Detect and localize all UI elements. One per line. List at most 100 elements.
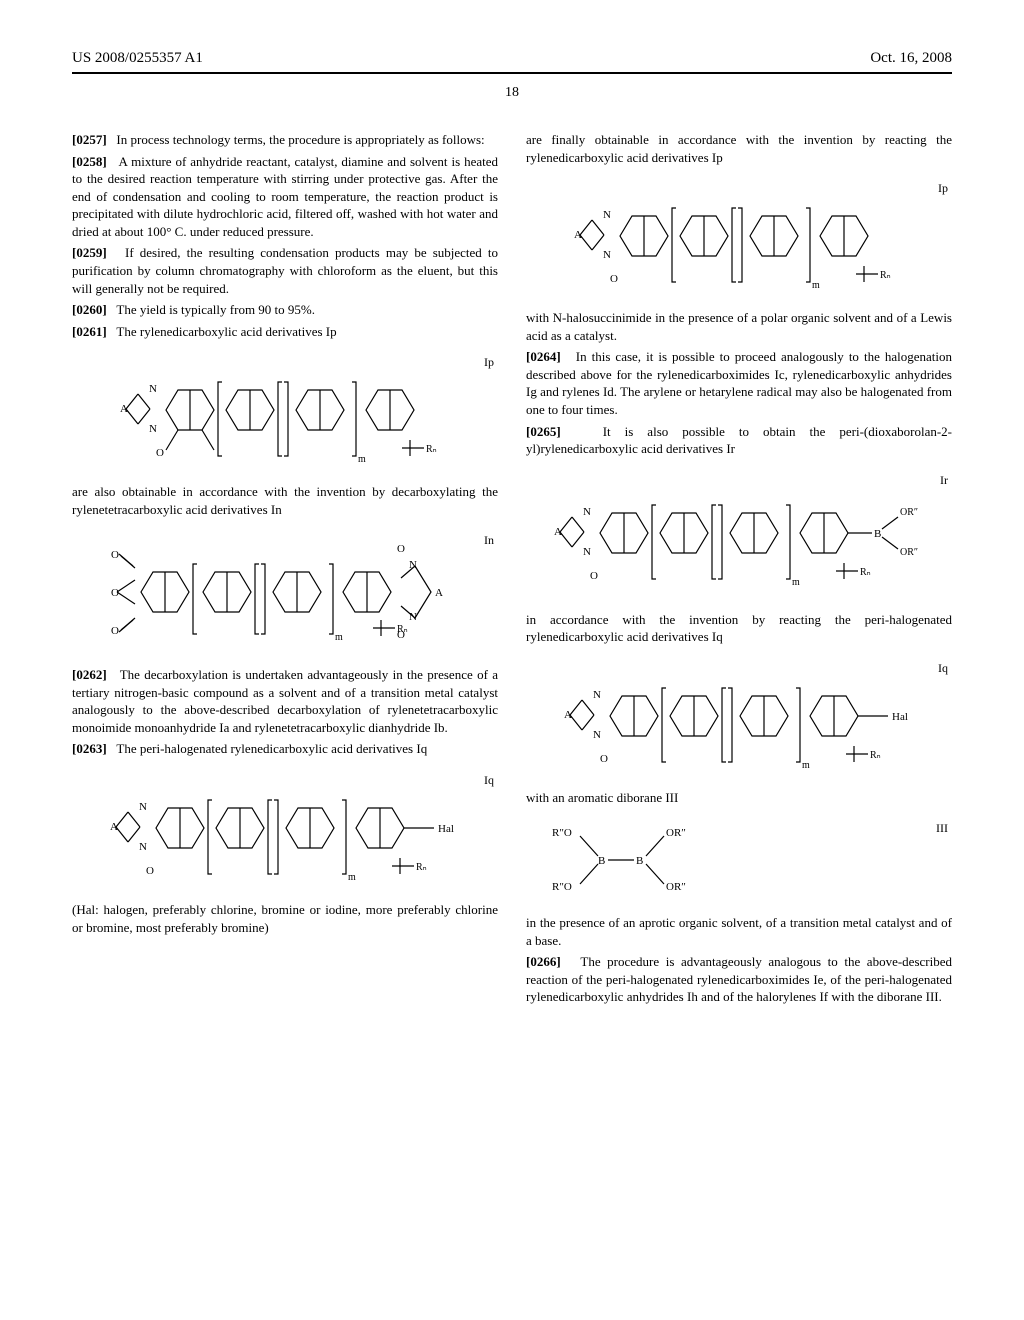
chem-diagram-icon: N N A O m — [564, 660, 914, 775]
para-num: [0261] — [72, 324, 107, 339]
chem-structure-In: In O O O — [72, 532, 498, 652]
svg-text:N: N — [593, 729, 601, 741]
right-column: are finally obtainable in accordance wit… — [526, 131, 952, 1010]
chem-structure-Iq-right: Iq N N A O — [526, 660, 952, 775]
svg-text:OR″: OR″ — [900, 547, 918, 558]
svg-text:O: O — [590, 570, 598, 582]
svg-text:A: A — [574, 229, 582, 241]
svg-text:Rₙ: Rₙ — [416, 862, 427, 873]
para-num: [0258] — [72, 154, 107, 169]
para-0263: [0263] The peri-halogenated rylenedicarb… — [72, 740, 498, 758]
svg-text:O: O — [146, 865, 154, 877]
para-0261: [0261] The rylenedicarboxylic acid deriv… — [72, 323, 498, 341]
para-after-Iq-right: with an aromatic diborane III — [526, 789, 952, 807]
svg-text:m: m — [792, 577, 800, 588]
svg-text:R″O: R″O — [552, 827, 572, 839]
publication-number: US 2008/0255357 A1 — [72, 48, 203, 68]
chem-structure-III: III R″O R″O B B OR″ OR″ — [526, 820, 952, 900]
publication-date: Oct. 16, 2008 — [870, 48, 952, 68]
para-text: The rylenedicarboxylic acid derivatives … — [116, 324, 336, 339]
svg-text:N: N — [149, 423, 157, 435]
svg-text:Hal: Hal — [438, 823, 454, 835]
svg-text:B: B — [598, 855, 605, 867]
svg-text:A: A — [554, 526, 562, 538]
svg-text:Rₙ: Rₙ — [860, 567, 871, 578]
chem-label: Ir — [940, 472, 948, 488]
header-divider — [72, 72, 952, 74]
svg-text:N: N — [409, 559, 417, 571]
svg-text:m: m — [802, 760, 810, 771]
svg-text:m: m — [812, 280, 820, 291]
svg-text:N: N — [593, 689, 601, 701]
svg-text:OR″: OR″ — [666, 881, 686, 893]
chem-diagram-icon: N N A O m — [554, 472, 924, 597]
para-text: The decarboxylation is undertaken advant… — [72, 667, 498, 735]
para-after-III: in the presence of an aprotic organic so… — [526, 914, 952, 949]
para-num: [0263] — [72, 741, 107, 756]
svg-text:Rₙ: Rₙ — [426, 444, 437, 455]
para-num: [0266] — [526, 954, 561, 969]
page-header: US 2008/0255357 A1 Oct. 16, 2008 — [72, 48, 952, 68]
svg-text:O: O — [156, 447, 164, 459]
svg-text:m: m — [335, 632, 343, 643]
chem-label: In — [484, 532, 494, 548]
para-after-Ip-right: with N-halosuccinimide in the presence o… — [526, 309, 952, 344]
svg-text:B: B — [636, 855, 643, 867]
svg-text:m: m — [348, 872, 356, 883]
svg-text:N: N — [149, 383, 157, 395]
svg-text:N: N — [603, 209, 611, 221]
para-0258: [0258] A mixture of anhydride reactant, … — [72, 153, 498, 241]
chem-structure-Ir: Ir N N A O — [526, 472, 952, 597]
para-text: In this case, it is possible to proceed … — [526, 349, 952, 417]
chem-diagram-icon: R″O R″O B B OR″ OR″ — [546, 820, 716, 900]
para-0264: [0264] In this case, it is possible to p… — [526, 348, 952, 418]
para-text: A mixture of anhydride reactant, catalys… — [72, 154, 498, 239]
para-after-Ir: in accordance with the invention by reac… — [526, 611, 952, 646]
chem-structure-Ip-right: Ip N N A O — [526, 180, 952, 295]
para-num: [0262] — [72, 667, 107, 682]
para-text: The yield is typically from 90 to 95%. — [116, 302, 315, 317]
svg-text:B: B — [874, 528, 881, 540]
chem-structure-Iq: Iq N N A O — [72, 772, 498, 887]
chem-label: Iq — [484, 772, 494, 788]
svg-text:O: O — [111, 549, 119, 561]
svg-text:Rₙ: Rₙ — [880, 270, 891, 281]
para-num: [0259] — [72, 245, 107, 260]
para-num: [0264] — [526, 349, 561, 364]
chem-label: III — [936, 820, 948, 836]
para-text: The peri-halogenated rylenedicarboxylic … — [116, 741, 427, 756]
svg-text:OR″: OR″ — [900, 507, 918, 518]
svg-text:m: m — [358, 454, 366, 465]
svg-text:O: O — [600, 753, 608, 765]
para-intro-right: are finally obtainable in accordance wit… — [526, 131, 952, 166]
chem-label: Iq — [938, 660, 948, 676]
chem-diagram-icon: O O O — [105, 532, 465, 652]
svg-text:A: A — [110, 821, 118, 833]
svg-text:O: O — [111, 625, 119, 637]
para-after-Ip: are also obtainable in accordance with t… — [72, 483, 498, 518]
svg-text:N: N — [583, 546, 591, 558]
left-column: [0257] In process technology terms, the … — [72, 131, 498, 1010]
svg-text:Rₙ: Rₙ — [870, 750, 881, 761]
chem-label: Ip — [938, 180, 948, 196]
chem-structure-Ip: Ip N N A O — [72, 354, 498, 469]
para-0259: [0259] If desired, the resulting condens… — [72, 244, 498, 297]
chem-diagram-icon: N N A O — [120, 354, 450, 469]
para-text: The procedure is advantageously analogou… — [526, 954, 952, 1004]
para-text: In process technology terms, the procedu… — [116, 132, 484, 147]
para-text: It is also possible to obtain the peri-(… — [526, 424, 952, 457]
svg-text:O: O — [610, 273, 618, 285]
two-column-layout: [0257] In process technology terms, the … — [72, 131, 952, 1010]
para-0265: [0265] It is also possible to obtain the… — [526, 423, 952, 458]
svg-text:N: N — [139, 801, 147, 813]
svg-text:N: N — [139, 841, 147, 853]
svg-text:R″O: R″O — [552, 881, 572, 893]
svg-text:Hal: Hal — [892, 711, 908, 723]
page-number: 18 — [72, 84, 952, 103]
para-0262: [0262] The decarboxylation is undertaken… — [72, 666, 498, 736]
para-0260: [0260] The yield is typically from 90 to… — [72, 301, 498, 319]
svg-text:A: A — [435, 587, 443, 599]
para-num: [0260] — [72, 302, 107, 317]
svg-text:O: O — [397, 629, 405, 641]
para-after-Iq: (Hal: halogen, preferably chlorine, brom… — [72, 901, 498, 936]
